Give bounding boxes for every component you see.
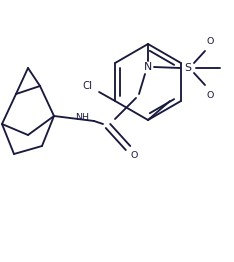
Text: NH: NH [75, 113, 89, 123]
Text: S: S [184, 63, 191, 73]
Text: O: O [206, 90, 214, 100]
Text: O: O [130, 151, 138, 161]
Text: Cl: Cl [82, 81, 92, 91]
Text: O: O [206, 36, 214, 46]
Text: N: N [144, 62, 152, 72]
